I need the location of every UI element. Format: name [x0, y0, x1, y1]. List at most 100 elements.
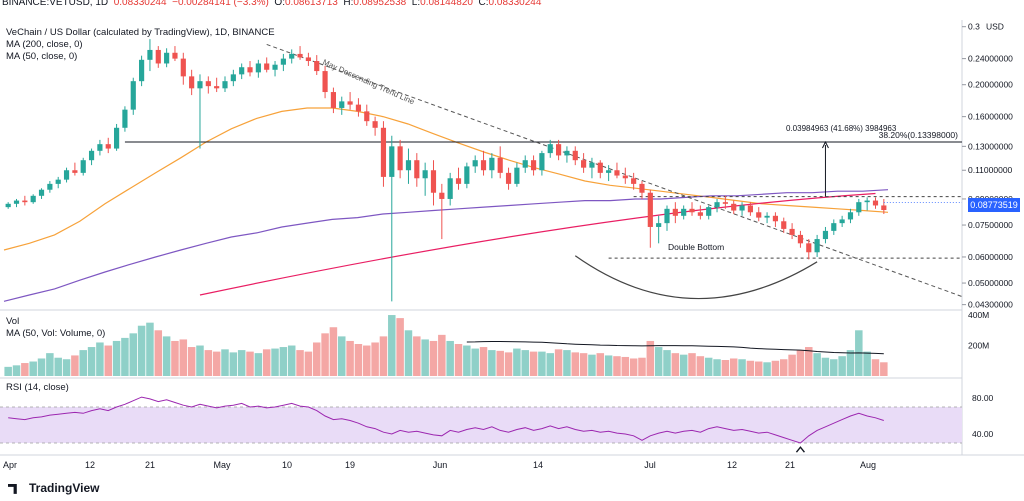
- candle-body: [47, 183, 53, 190]
- candle-body: [455, 178, 462, 184]
- volume-bar: [771, 360, 780, 376]
- volume-bar: [454, 344, 463, 376]
- candle-body: [272, 64, 278, 70]
- volume-bar: [29, 361, 37, 376]
- volume-bar: [154, 330, 163, 376]
- candle-body: [105, 144, 111, 149]
- volume-bar: [137, 325, 146, 376]
- volume-bar: [363, 345, 371, 376]
- volume-bar: [871, 359, 880, 376]
- candle-body: [264, 63, 270, 70]
- volume-bar: [54, 357, 62, 376]
- candle-body: [38, 189, 45, 196]
- price-tick-label: 0.24000000: [968, 54, 1013, 64]
- legend-title: VeChain / US Dollar (calculated by Tradi…: [6, 27, 275, 38]
- candle-body: [372, 121, 378, 128]
- price-tick-label: 0.16000000: [968, 112, 1013, 122]
- volume-bar: [371, 342, 379, 376]
- candle-body: [480, 160, 487, 171]
- volume-bar: [571, 352, 580, 376]
- volume-bar: [254, 353, 263, 376]
- volume-bar: [321, 333, 329, 376]
- candle-body: [72, 170, 78, 173]
- candle-body: [155, 49, 161, 64]
- candle-body: [314, 61, 320, 72]
- volume-bar: [579, 353, 588, 376]
- x-tick-label: 21: [145, 460, 155, 470]
- x-tick-label: 12: [727, 460, 737, 470]
- candle-body: [706, 207, 712, 216]
- volume-bar: [463, 345, 471, 376]
- volume-bar: [479, 347, 488, 376]
- ma200-line: [3, 189, 889, 302]
- volume-bar: [429, 340, 438, 376]
- volume-bar: [671, 353, 680, 376]
- volume-bar: [146, 322, 154, 376]
- rsi-tick-label: 40.00: [972, 429, 994, 439]
- volume-bar: [37, 358, 46, 376]
- rsi-tick-label: 80.00: [972, 393, 994, 403]
- volume-bar: [388, 315, 396, 376]
- candle-body: [555, 144, 562, 156]
- candle-body: [239, 67, 245, 75]
- volume-bar: [588, 354, 596, 376]
- candle-body: [647, 192, 653, 227]
- candle-body: [113, 127, 120, 149]
- ma200-recent-line: [199, 192, 876, 296]
- candle-body: [347, 101, 353, 105]
- candle-body: [13, 200, 20, 204]
- volume-bar: [880, 362, 888, 376]
- candle-body: [464, 166, 470, 184]
- volume-bar: [187, 347, 196, 376]
- candle-body: [672, 208, 678, 216]
- candle-body: [806, 243, 812, 253]
- candle-body: [522, 160, 528, 168]
- volume-bar: [813, 353, 821, 376]
- candle-body: [489, 157, 495, 171]
- candle-body: [597, 162, 603, 173]
- candle-body: [197, 81, 203, 89]
- candle-body: [97, 144, 103, 151]
- volume-bar: [229, 352, 238, 376]
- volume-bar: [830, 359, 838, 376]
- volume-bar: [413, 336, 421, 376]
- volume-bar: [12, 365, 21, 376]
- legend-vol: Vol: [6, 316, 20, 327]
- volume-bar: [287, 345, 296, 376]
- candle-body: [530, 160, 537, 171]
- price-tick-label: 0.11000000: [968, 165, 1013, 175]
- candle-body: [505, 172, 512, 184]
- volume-bar: [788, 354, 796, 376]
- candle-body: [689, 208, 695, 213]
- candle-body: [414, 160, 420, 179]
- volume-bar: [629, 358, 638, 376]
- candle-body: [322, 71, 328, 93]
- volume-bar: [688, 353, 696, 376]
- tradingview-logo: TradingView: [8, 481, 99, 495]
- volume-bar: [329, 327, 338, 376]
- volume-bar: [179, 339, 188, 376]
- candle-body: [405, 160, 412, 171]
- trend-line: [266, 43, 963, 298]
- x-tick-label: 10: [282, 460, 292, 470]
- volume-bar: [738, 359, 746, 376]
- x-tick-label: Apr: [3, 460, 17, 470]
- volume-bar: [696, 356, 705, 376]
- candle-body: [564, 150, 570, 156]
- candle-body: [255, 63, 261, 73]
- candle-body: [722, 202, 728, 204]
- volume-bar: [79, 350, 87, 376]
- candle-body: [88, 150, 95, 161]
- volume-bar: [312, 342, 321, 376]
- double-bottom-label: Double Bottom: [668, 242, 724, 252]
- volume-bar: [87, 347, 96, 376]
- price-tick-label: 0.13000000: [968, 141, 1013, 151]
- price-tick-label: 0.05000000: [968, 278, 1013, 288]
- volume-bar: [529, 351, 538, 376]
- candle-body: [122, 109, 128, 128]
- candle-body: [764, 215, 770, 218]
- candle-body: [289, 53, 295, 59]
- header-bar: BINANCE:VETUSD, 1D 0.08330244 −0.0028414…: [2, 0, 541, 8]
- candle-body: [164, 52, 170, 64]
